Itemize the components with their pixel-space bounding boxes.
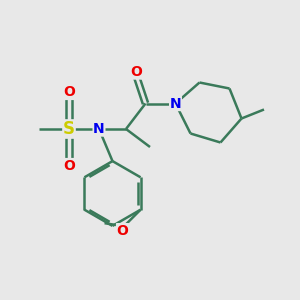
Text: O: O: [130, 65, 142, 79]
Text: O: O: [63, 159, 75, 172]
Text: N: N: [170, 97, 181, 110]
Text: N: N: [93, 122, 105, 136]
Text: O: O: [63, 85, 75, 99]
Text: O: O: [117, 224, 128, 238]
Text: S: S: [63, 120, 75, 138]
